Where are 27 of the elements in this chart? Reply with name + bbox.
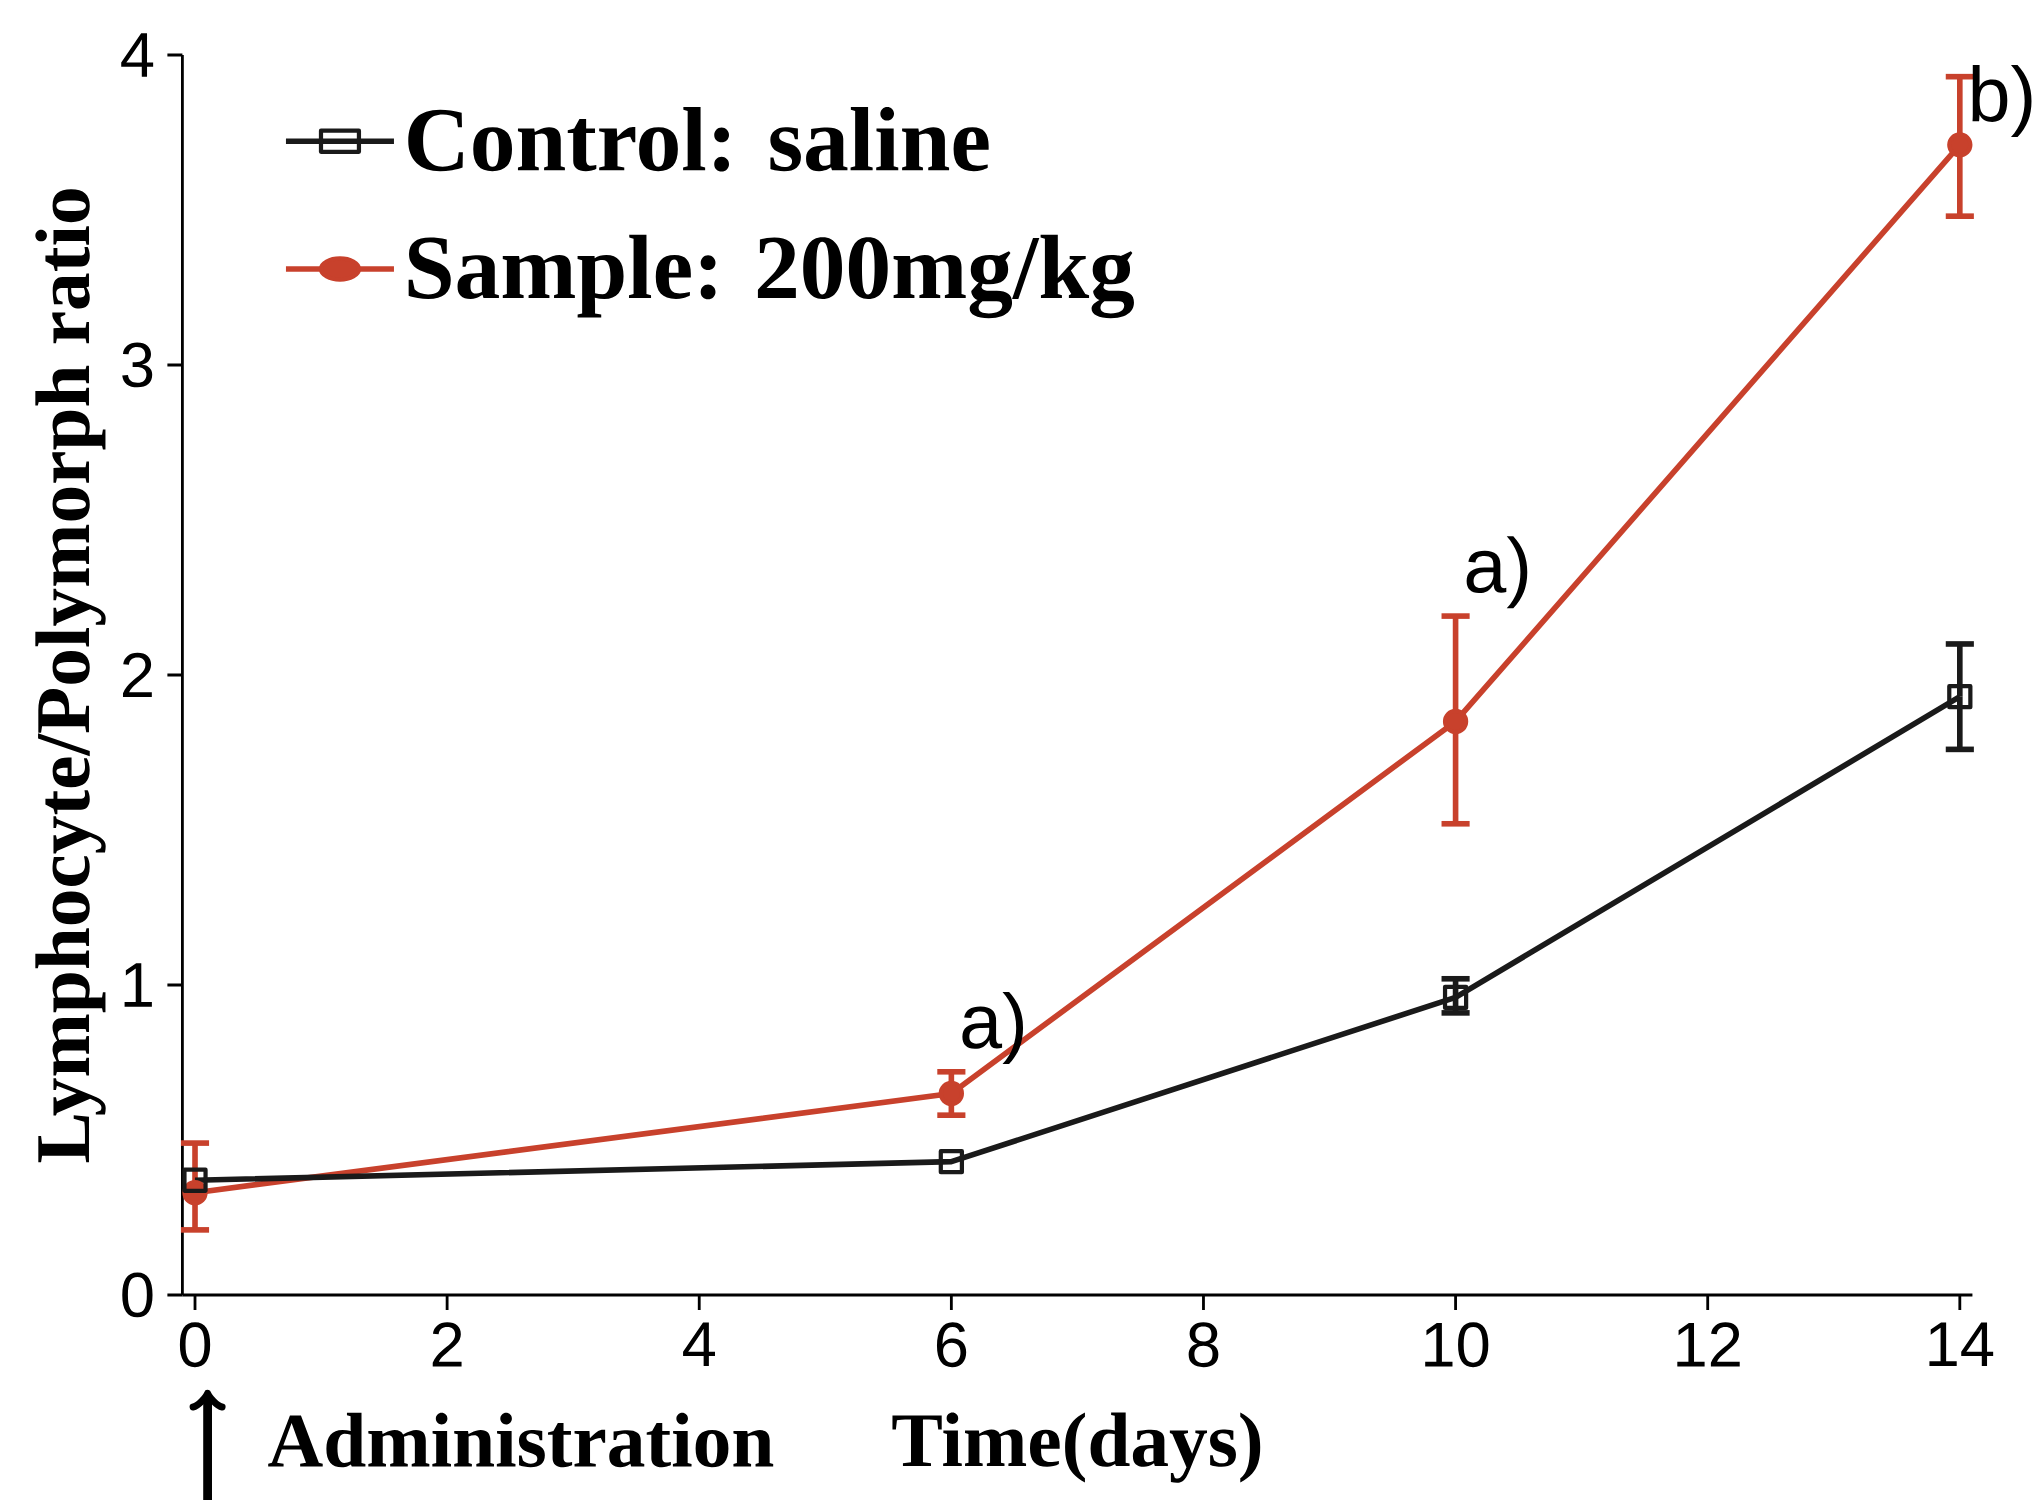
point xyxy=(938,1080,965,1107)
x-tick-label: 6 xyxy=(936,1322,967,1368)
annotation: a) xyxy=(1466,536,1528,609)
point xyxy=(1947,684,1973,710)
y-tick-label: 1 xyxy=(124,963,152,1007)
point xyxy=(1442,708,1469,735)
x-axis-title: Time(days) xyxy=(892,1412,1261,1483)
y-tick-label: 4 xyxy=(121,33,154,77)
x-tick-label: 8 xyxy=(1188,1322,1219,1368)
y-tick-label: 2 xyxy=(122,652,152,698)
y-axis-title: Lymphocyte/Polymorph ratio xyxy=(35,189,106,1163)
legend-label: Sample: 200mg/kg xyxy=(408,234,1134,319)
legend-label: Control: saline xyxy=(408,106,989,172)
x-tick-label: 2 xyxy=(432,1322,462,1367)
annotation: b) xyxy=(1972,65,2032,138)
text: Administration xyxy=(268,1412,774,1468)
point xyxy=(182,1167,208,1193)
x-tick-label: 0 xyxy=(179,1322,211,1368)
annotation: a) xyxy=(962,991,1024,1065)
y-tick-label: 0 xyxy=(122,1272,153,1318)
point xyxy=(938,1149,965,1175)
x-tick-label: 10 xyxy=(1425,1322,1489,1368)
x-tick-label: 14 xyxy=(1929,1322,1994,1366)
point xyxy=(1947,132,1973,158)
x-tick-label: 12 xyxy=(1677,1322,1740,1367)
y-tick-label: 3 xyxy=(122,342,153,388)
x-tick-label: 4 xyxy=(683,1322,715,1366)
